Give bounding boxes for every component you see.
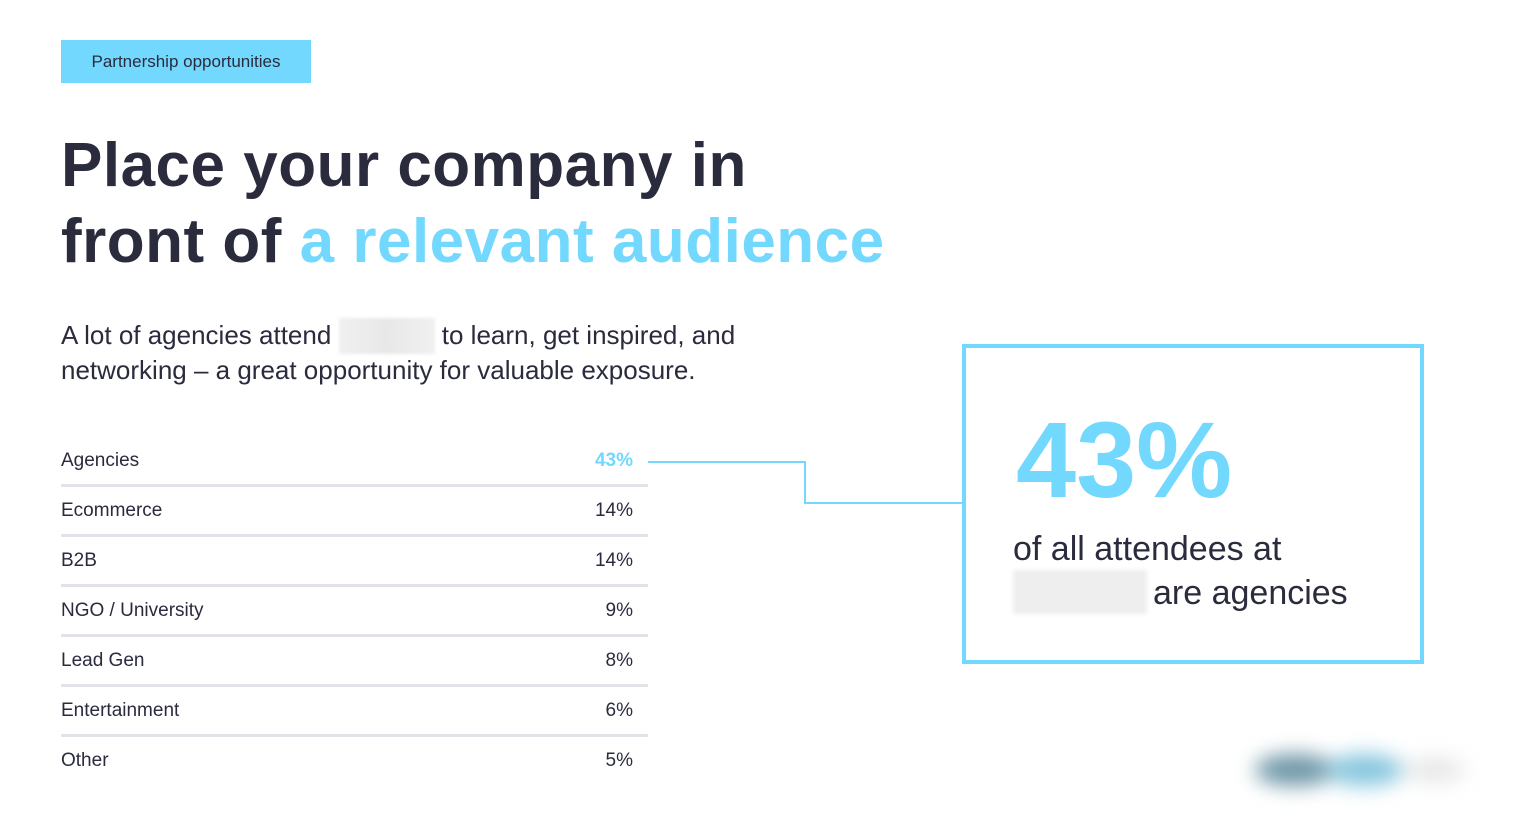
table-row: B2B 14% xyxy=(61,537,648,587)
highlight-line2: are agencies xyxy=(1153,574,1348,612)
row-value: 14% xyxy=(594,549,633,571)
table-row: Other 5% xyxy=(61,737,648,784)
highlight-value: 43% xyxy=(1016,399,1233,520)
redacted-event-name xyxy=(1013,570,1147,614)
row-label: NGO / University xyxy=(61,599,204,621)
table-row: Entertainment 6% xyxy=(61,687,648,737)
table-row: NGO / University 9% xyxy=(61,587,648,637)
row-value: 9% xyxy=(605,599,633,621)
table-row: Ecommerce 14% xyxy=(61,487,648,537)
highlight-description: of all attendees at are agencies xyxy=(1013,528,1348,614)
row-value: 43% xyxy=(594,449,633,471)
intro-after: to learn, get inspired, and networking –… xyxy=(61,320,736,385)
table-row: Lead Gen 8% xyxy=(61,637,648,687)
title-line2-plain: front of xyxy=(61,207,300,276)
title-line1: Place your company in xyxy=(61,131,747,200)
redacted-event-name xyxy=(338,318,435,354)
page-title: Place your company in front of a relevan… xyxy=(61,128,885,280)
row-value: 8% xyxy=(605,649,633,671)
row-label: Lead Gen xyxy=(61,649,145,671)
highlight-line1: of all attendees at xyxy=(1013,530,1282,568)
title-line2-accent: a relevant audience xyxy=(299,207,885,276)
row-value: 6% xyxy=(605,699,633,721)
audience-table: Agencies 43% Ecommerce 14% B2B 14% NGO / Un… xyxy=(61,437,648,784)
section-tag: Partnership opportunities xyxy=(61,40,311,83)
row-value: 5% xyxy=(605,749,633,771)
row-label: Other xyxy=(61,749,109,771)
row-label: B2B xyxy=(61,549,97,571)
highlight-box: 43% of all attendees at are agencies xyxy=(962,344,1424,664)
blurred-logo xyxy=(1245,740,1485,800)
intro-paragraph: A lot of agencies attend to learn, get i… xyxy=(61,318,821,387)
row-label: Ecommerce xyxy=(61,499,163,521)
row-label: Agencies xyxy=(61,449,140,471)
intro-before: A lot of agencies attend xyxy=(61,320,339,350)
row-label: Entertainment xyxy=(61,699,180,721)
table-row: Agencies 43% xyxy=(61,437,648,487)
row-value: 14% xyxy=(594,499,633,521)
